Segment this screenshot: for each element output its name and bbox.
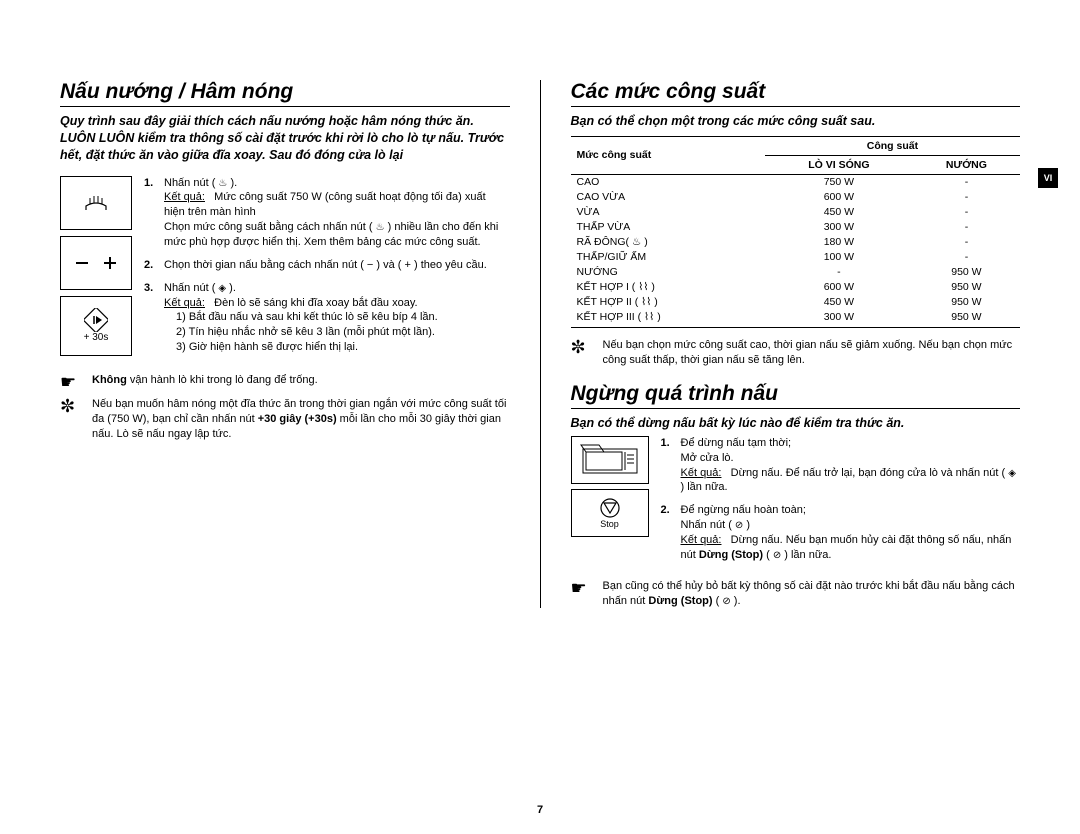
right-section-title-1: Các mức công suất bbox=[571, 80, 1021, 107]
pointer-icon: ☛ bbox=[60, 373, 82, 391]
table-row: KẾT HỢP III ( ⌇⌇ )300 W950 W bbox=[571, 310, 1021, 328]
stop-step-1: 1. Để dừng nấu tạm thời; Mở cửa lò. Kết … bbox=[661, 436, 1021, 495]
th-micro: LÒ VI SÓNG bbox=[765, 155, 913, 174]
plus30s-label: + 30s bbox=[84, 332, 109, 343]
stop-steps: 1. Để dừng nấu tạm thời; Mở cửa lò. Kết … bbox=[661, 436, 1021, 571]
stop-button-icon: Stop bbox=[571, 489, 649, 537]
table-row: KẾT HỢP I ( ⌇⌇ )600 W950 W bbox=[571, 280, 1021, 295]
table-row: KẾT HỢP II ( ⌇⌇ )450 W950 W bbox=[571, 295, 1021, 310]
table-row: CAO VỪA600 W- bbox=[571, 190, 1021, 205]
plus-minus-icon bbox=[60, 236, 132, 290]
stop-step-2: 2. Để ngừng nấu hoàn toàn; Nhấn nút ( ⊘ … bbox=[661, 503, 1021, 562]
right-section-title-2: Ngừng quá trình nấu bbox=[571, 382, 1021, 409]
th-power: Công suất bbox=[765, 136, 1020, 155]
icon-stack: + 30s bbox=[60, 176, 132, 363]
step-2: 2. Chọn thời gian nấu bằng cách nhấn nút… bbox=[144, 258, 510, 273]
power-table: Mức công suất Công suất LÒ VI SÓNG NƯỚNG… bbox=[571, 136, 1021, 329]
table-row: CAO750 W- bbox=[571, 174, 1021, 190]
right-column: Các mức công suất Bạn có thể chọn một tr… bbox=[571, 80, 1021, 608]
step-3: 3. Nhấn nút ( ◈ ). Kết quả: Đèn lò sẽ sá… bbox=[144, 281, 510, 355]
microwave-oven-icon bbox=[571, 436, 649, 484]
right-intro-1: Bạn có thể chọn một trong các mức công s… bbox=[571, 113, 1021, 130]
right-note-2: ☛ Bạn cũng có thể hủy bỏ bất kỳ thông số… bbox=[571, 579, 1021, 609]
microwave-power-icon bbox=[60, 176, 132, 230]
page-number: 7 bbox=[537, 804, 543, 816]
right-intro-2: Bạn có thể dừng nấu bất kỳ lúc nào để ki… bbox=[571, 415, 1021, 432]
th-grill: NƯỚNG bbox=[913, 155, 1020, 174]
asterisk-icon: ✼ bbox=[571, 338, 593, 368]
column-divider bbox=[540, 80, 541, 608]
steps-list: 1. Nhấn nút ( ♨ ). Kết quả: Mức công suấ… bbox=[144, 176, 510, 363]
left-note-2: ✼ Nếu bạn muốn hâm nóng một đĩa thức ăn … bbox=[60, 397, 510, 442]
table-row: NƯỚNG-950 W bbox=[571, 265, 1021, 280]
stop-glyph-icon: ⊘ bbox=[722, 596, 730, 607]
step-1: 1. Nhấn nút ( ♨ ). Kết quả: Mức công suấ… bbox=[144, 176, 510, 250]
right-note-1: ✼ Nếu bạn chọn mức công suất cao, thời g… bbox=[571, 338, 1021, 368]
stop-area: Stop 1. Để dừng nấu tạm thời; Mở cửa lò.… bbox=[571, 436, 1021, 571]
th-level: Mức công suất bbox=[571, 136, 765, 174]
power-glyph-icon: ♨ bbox=[376, 222, 385, 233]
left-column: Nấu nướng / Hâm nóng Quy trình sau đây g… bbox=[60, 80, 510, 608]
stop-glyph-icon: ⊘ bbox=[773, 550, 781, 561]
left-section-title: Nấu nướng / Hâm nóng bbox=[60, 80, 510, 107]
side-tab: VI bbox=[1038, 168, 1058, 188]
start-plus30s-icon: + 30s bbox=[60, 296, 132, 356]
stop-icons: Stop bbox=[571, 436, 649, 571]
table-row: VỪA450 W- bbox=[571, 205, 1021, 220]
stop-label: Stop bbox=[600, 519, 619, 529]
steps-area: + 30s 1. Nhấn nút ( ♨ ). Kết quả: Mức cô… bbox=[60, 176, 510, 363]
start-glyph-icon: ◈ bbox=[1008, 468, 1016, 479]
asterisk-icon: ✼ bbox=[60, 397, 82, 442]
left-note-1: ☛ Không vận hành lò khi trong lò đang để… bbox=[60, 373, 510, 391]
left-intro: Quy trình sau đây giải thích cách nấu nư… bbox=[60, 113, 510, 164]
start-glyph-icon: ◈ bbox=[218, 283, 226, 294]
table-row: THẤP VỪA300 W- bbox=[571, 220, 1021, 235]
table-row: THẤP/GIỮ ẤM100 W- bbox=[571, 250, 1021, 265]
pointer-icon: ☛ bbox=[571, 579, 593, 609]
table-row: RÃ ĐÔNG( ♨ )180 W- bbox=[571, 235, 1021, 250]
